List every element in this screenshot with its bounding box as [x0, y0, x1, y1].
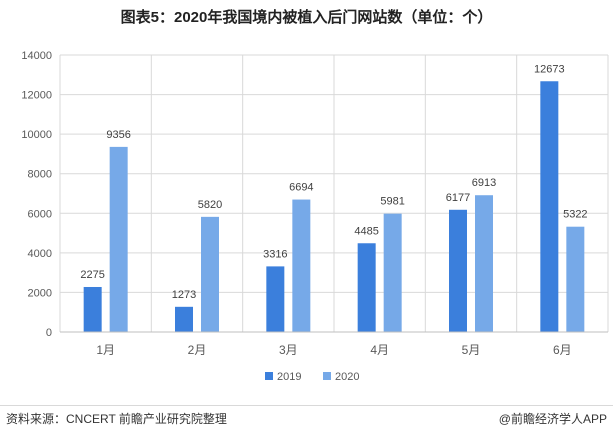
data-label: 5820: [198, 199, 222, 211]
legend-swatch-2019: [265, 372, 273, 380]
bar-2019: [83, 286, 102, 332]
legend-label: 2019: [277, 371, 301, 383]
y-tick-label: 12000: [21, 90, 52, 102]
chart-title: 图表5：2020年我国境内被植入后门网站数（单位：个）: [120, 9, 493, 26]
data-label: 5981: [380, 196, 404, 208]
data-label: 3316: [263, 248, 287, 260]
data-label: 9356: [106, 129, 130, 141]
legend-label: 2020: [335, 371, 359, 383]
source-note: 资料来源：CNCERT 前瞻产业研究院整理: [6, 412, 227, 426]
x-tick-label: 1月: [96, 343, 115, 357]
data-label: 2275: [80, 269, 104, 281]
bar-2019: [266, 266, 285, 332]
data-label: 4485: [354, 225, 378, 237]
x-tick-label: 6月: [553, 343, 572, 357]
data-label: 5322: [563, 209, 587, 221]
y-tick-label: 6000: [28, 208, 52, 220]
data-label: 1273: [172, 289, 196, 301]
brand-label: @前瞻经济学人APP: [498, 412, 607, 426]
y-tick-label: 4000: [28, 248, 52, 260]
footer: 资料来源：CNCERT 前瞻产业研究院整理 @前瞻经济学人APP: [0, 405, 613, 438]
bar-chart: 0 2000 4000 6000 8000 10000 12000 14000 1月 2275 93…: [21, 50, 609, 383]
y-tick-label: 2000: [28, 287, 52, 299]
y-tick-label: 10000: [21, 129, 52, 141]
data-label: 6177: [446, 192, 470, 204]
bar-2020: [292, 199, 311, 332]
y-tick-label: 8000: [28, 169, 52, 181]
x-tick-label: 5月: [462, 343, 481, 357]
bar-2020: [201, 216, 219, 332]
data-label: 6694: [289, 182, 313, 194]
y-tick-label: 0: [46, 327, 52, 339]
x-tick-label: 3月: [279, 343, 298, 357]
x-tick-label: 2月: [188, 343, 207, 357]
legend-swatch-2020: [323, 372, 331, 380]
bar-2020: [475, 195, 493, 332]
bar-2019: [175, 306, 193, 332]
bar-2020: [109, 146, 128, 332]
bar-2019: [357, 243, 376, 332]
data-label: 12673: [534, 63, 565, 75]
bar-2019: [449, 209, 467, 332]
bar-2019: [540, 81, 559, 332]
data-label: 6913: [472, 177, 496, 189]
x-tick-label: 4月: [370, 343, 389, 357]
y-tick-label: 14000: [21, 50, 52, 62]
bar-2020: [566, 226, 585, 332]
bar-2020: [383, 213, 402, 332]
